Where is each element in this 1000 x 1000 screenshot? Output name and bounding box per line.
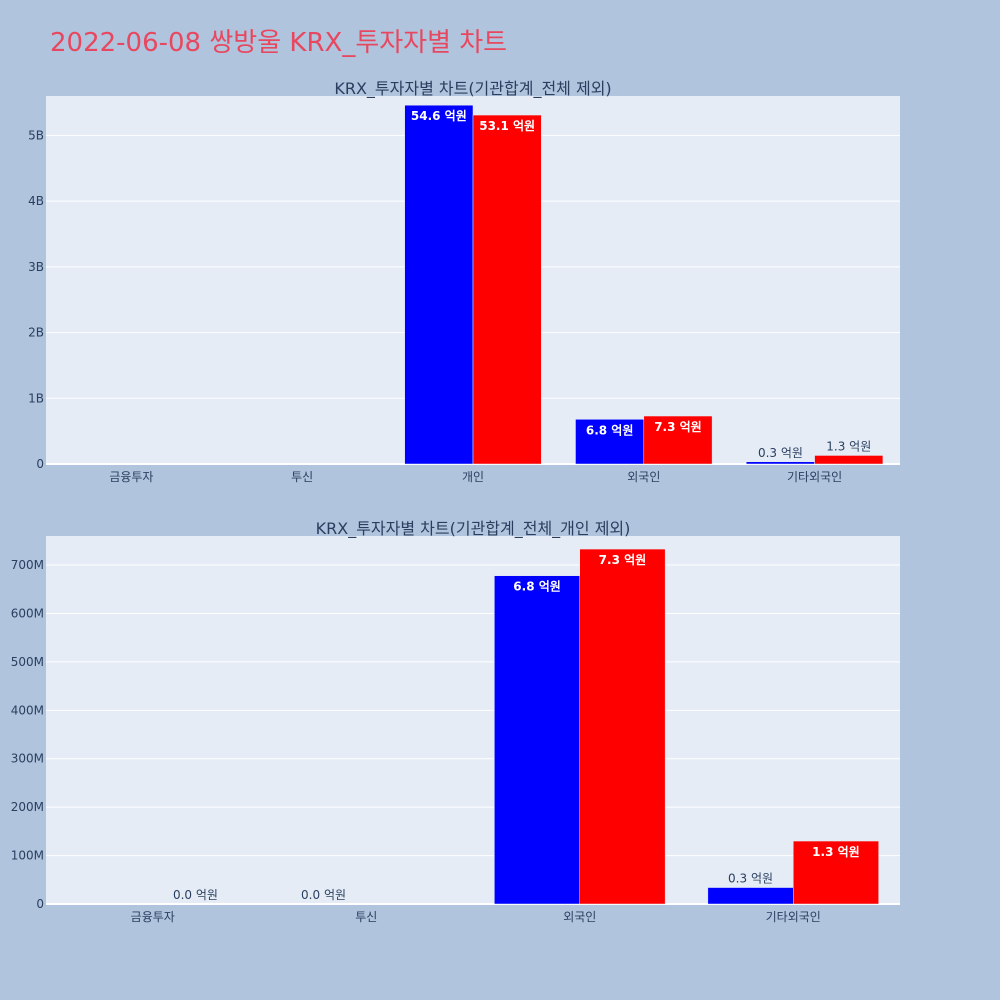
x-tick-label: 외국인 (563, 910, 596, 924)
y-tick-label: 0 (36, 897, 44, 911)
data-label: 6.8 억원 (586, 423, 634, 437)
y-tick-label: 700M (11, 558, 44, 572)
chart-title: KRX_투자자별 차트(기관합계_전체_개인 제외) (316, 519, 631, 539)
y-tick-label: 500M (11, 655, 44, 669)
bar (814, 455, 884, 465)
y-tick-label: 4B (28, 194, 44, 208)
x-tick-label: 기타외국인 (787, 470, 842, 484)
x-tick-label: 금융투자 (131, 910, 175, 924)
y-tick-label: 3B (28, 260, 44, 274)
y-tick-label: 0 (36, 457, 44, 471)
data-label: 0.3 억원 (758, 446, 803, 460)
data-label: 0.0 억원 (173, 888, 218, 902)
y-tick-label: 200M (11, 800, 44, 814)
chart-institution-individual-excluded: KRX_투자자별 차트(기관합계_전체_개인 제외) 0 100M 200M 300M 4… (11, 519, 900, 924)
plot-area (46, 536, 900, 904)
bar (746, 461, 815, 465)
chart-institution-excluded: KRX_투자자별 차트(기관합계_전체 제외) 0 1B 2B 3B 4B 5B 금융투자 투신… (28, 79, 900, 484)
data-label: 1.3 억원 (812, 845, 860, 859)
data-label: 1.3 억원 (826, 439, 871, 453)
x-tick-label: 금융투자 (109, 470, 153, 484)
bar (494, 575, 581, 905)
x-tick-label: 투신 (291, 470, 313, 484)
y-tick-label: 1B (28, 391, 44, 405)
x-tick-label: 개인 (462, 470, 484, 484)
data-label: 7.3 억원 (599, 553, 647, 567)
x-tick-label: 투신 (355, 910, 377, 924)
bar (404, 104, 474, 465)
page-title: 2022-06-08 쌍방울 KRX_투자자별 차트 (50, 28, 508, 58)
data-label: 0.3 억원 (728, 872, 773, 886)
y-tick-label: 300M (11, 752, 44, 766)
y-tick-label: 400M (11, 703, 44, 717)
data-label: 7.3 억원 (654, 420, 702, 434)
bar (472, 114, 542, 465)
data-label: 53.1 억원 (479, 119, 535, 133)
data-label: 6.8 억원 (513, 580, 561, 594)
y-tick-label: 600M (11, 606, 44, 620)
y-tick-label: 2B (28, 326, 44, 340)
y-tick-label: 100M (11, 849, 44, 863)
bar (575, 419, 645, 465)
bar (643, 415, 713, 465)
data-label: 54.6 억원 (411, 109, 467, 123)
data-label: 0.0 억원 (301, 888, 346, 902)
bar (793, 840, 879, 905)
bar (579, 548, 666, 905)
x-tick-label: 외국인 (627, 470, 660, 484)
chart-title: KRX_투자자별 차트(기관합계_전체 제외) (334, 79, 611, 99)
x-tick-label: 기타외국인 (766, 910, 821, 924)
y-tick-label: 5B (28, 128, 44, 142)
bar (707, 887, 794, 905)
